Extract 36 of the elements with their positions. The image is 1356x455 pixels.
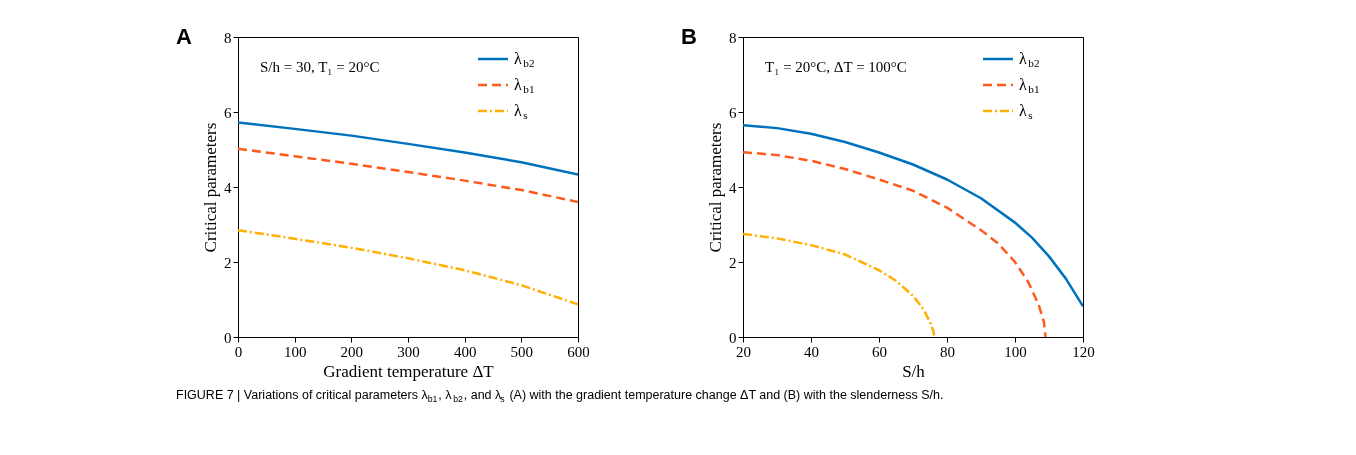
x-tick-label: 400 [453,343,477,360]
line-series [743,123,1083,308]
y-tick-label: 8 [729,29,737,46]
x-tick-label: 500 [510,343,534,360]
annotation: T₁ = 20°C, ΔT = 100°C [765,59,907,75]
x-tick-label: 80 [940,343,955,360]
x-tick-label: 200 [340,343,364,360]
text: B [681,24,697,49]
annotation: S/h = 30, T₁ = 20°C [260,59,380,75]
y-tick-label: 8 [224,29,232,46]
y-tick-label: 2 [224,254,232,271]
y-tick-label: 0 [224,329,232,346]
y-tick-label: 0 [729,329,737,346]
x-tick-label: 100 [1004,343,1027,360]
y-axis-title: Critical parameters [201,122,220,253]
y-tick-label: 2 [729,254,737,271]
line-series [743,232,936,337]
text: A [176,24,192,49]
y-tick-label: 4 [224,179,232,196]
x-tick-label: 100 [283,343,307,360]
y-axis-title: Critical parameters [706,122,725,253]
y-tick-label: 6 [729,104,737,121]
line-series [238,121,578,176]
x-tick-label: 600 [567,343,590,360]
x-tick-label: 40 [804,343,819,360]
x-tick-label: 20 [736,343,751,360]
x-axis-title: S/h [902,361,926,381]
line-series [238,228,578,306]
line-series [743,150,1047,337]
line-series [238,147,578,204]
y-tick-label: 6 [224,104,232,121]
x-tick-label: 300 [397,343,420,360]
x-tick-label: 120 [1072,343,1095,360]
x-tick-label: 60 [872,343,887,360]
x-axis-title: Gradient temperature ΔT [323,361,495,381]
y-tick-label: 4 [729,179,737,196]
